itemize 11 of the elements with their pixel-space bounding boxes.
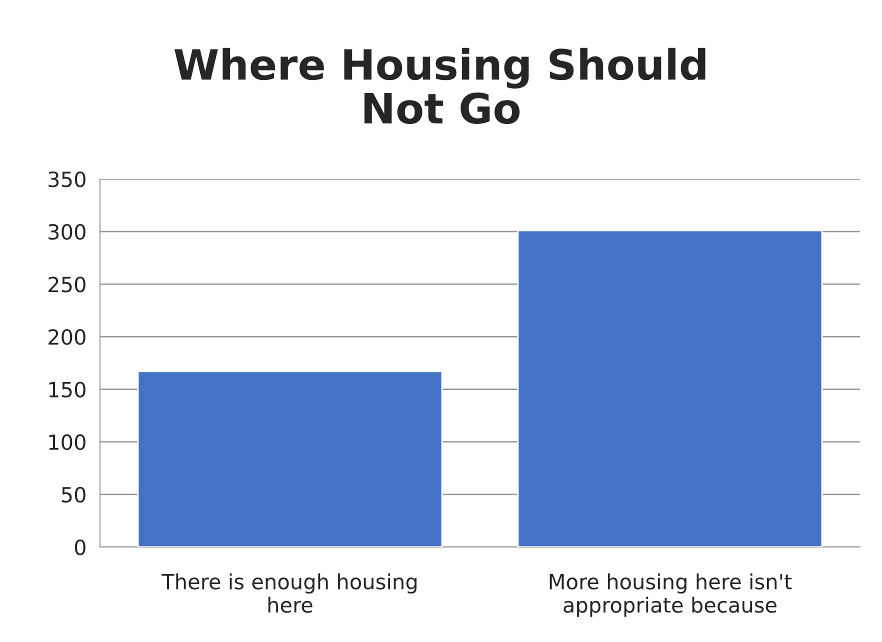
y-tick-label: 250 bbox=[48, 276, 86, 292]
chart-title: Where Housing Should Not Go bbox=[174, 48, 706, 124]
x-tick-label: There is enough housing here bbox=[162, 573, 417, 613]
y-tick-label: 200 bbox=[48, 329, 86, 345]
y-tick-label: 350 bbox=[48, 171, 86, 188]
y-tick-label: 50 bbox=[62, 486, 86, 503]
y-tick-label: 300 bbox=[48, 224, 86, 240]
y-tick-label: 0 bbox=[74, 539, 86, 556]
x-tick-label: More housing here isn't appropriate because bbox=[550, 573, 792, 617]
y-tick-label: 100 bbox=[49, 434, 86, 450]
y-tick-label: 150 bbox=[49, 382, 86, 398]
